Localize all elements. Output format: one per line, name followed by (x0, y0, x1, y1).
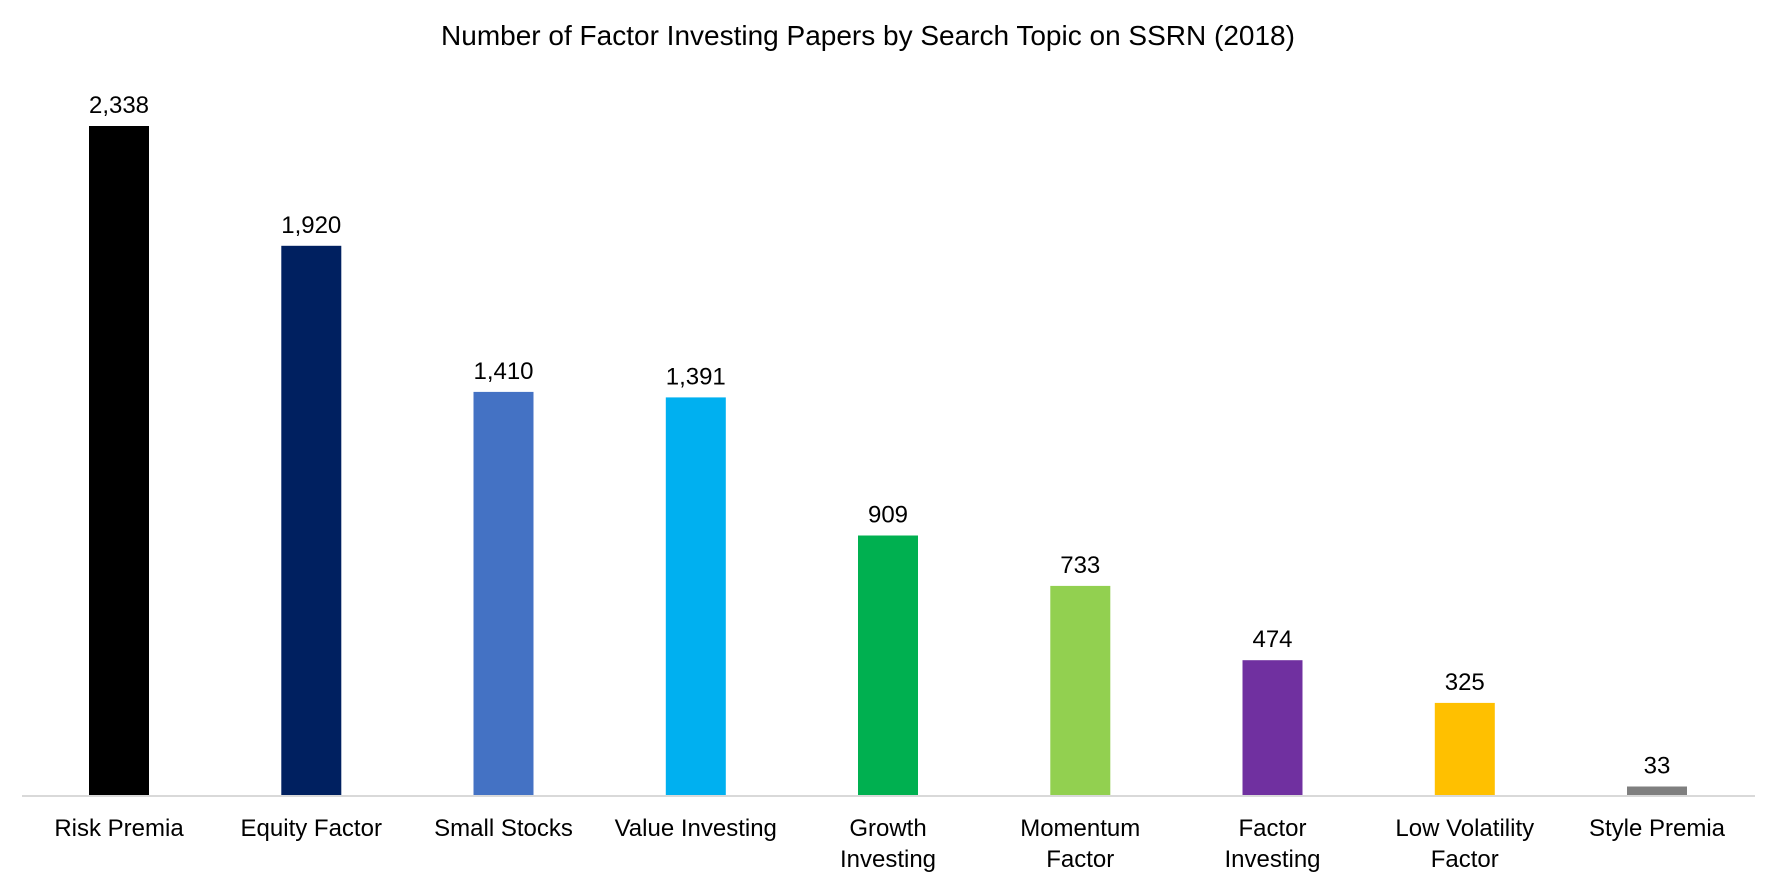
x-tick-label-line: Investing (1224, 846, 1320, 873)
bar-3 (665, 397, 726, 796)
data-label-2: 1,410 (473, 358, 533, 385)
bar-5 (1050, 585, 1111, 796)
data-label-0: 2,338 (89, 92, 149, 119)
x-tick-label-0: Risk Premia (54, 815, 184, 842)
data-label-3: 1,391 (666, 363, 726, 390)
x-tick-label-line: Risk Premia (54, 815, 184, 842)
data-label-6: 474 (1252, 626, 1292, 653)
x-tick-label-6: Factor Investing (1224, 815, 1320, 873)
x-tick-label-line: Factor (1238, 815, 1306, 842)
x-tick-label-1: Equity Factor (241, 815, 382, 842)
bar-6 (1242, 660, 1303, 796)
chart-title: Number of Factor Investing Papers by Sea… (441, 20, 1295, 51)
x-tick-label-5: Momentum Factor (1020, 815, 1140, 873)
x-tick-label-2: Small Stocks (434, 815, 573, 842)
x-tick-label-line: Factor (1046, 846, 1114, 873)
x-tick-label-line: Momentum (1020, 815, 1140, 842)
data-label-4: 909 (868, 502, 908, 529)
data-labels-group: 2,338 1,920 1,410 1,391 909 733 474 325 33 (89, 92, 1670, 780)
x-tick-label-line: Low Volatility (1395, 815, 1534, 842)
bars-group (89, 126, 1687, 797)
x-tick-label-line: Style Premia (1589, 815, 1726, 842)
bar-7 (1434, 702, 1495, 796)
x-tick-label-line: Growth (849, 815, 926, 842)
x-tick-label-line: Value Investing (615, 815, 777, 842)
data-label-1: 1,920 (281, 212, 341, 239)
data-label-5: 733 (1060, 552, 1100, 579)
x-tick-label-3: Value Investing (615, 815, 777, 842)
data-label-7: 325 (1445, 669, 1485, 696)
bar-2 (473, 391, 534, 796)
x-tick-label-4: Growth Investing (840, 815, 936, 873)
x-tick-label-line: Investing (840, 846, 936, 873)
x-tick-label-line: Factor (1431, 846, 1499, 873)
x-tick-label-7: Low Volatility Factor (1395, 815, 1534, 873)
x-tick-label-line: Small Stocks (434, 815, 573, 842)
bar-0 (89, 126, 149, 796)
x-tick-label-8: Style Premia (1589, 815, 1726, 842)
x-tick-label-line: Equity Factor (241, 815, 382, 842)
data-label-8: 33 (1644, 753, 1671, 780)
bar-1 (281, 245, 342, 797)
bar-4 (858, 535, 918, 796)
bar-8 (1627, 786, 1687, 796)
x-tick-labels-group: Risk Premia Equity Factor Small Stocks Valu… (54, 815, 1725, 873)
